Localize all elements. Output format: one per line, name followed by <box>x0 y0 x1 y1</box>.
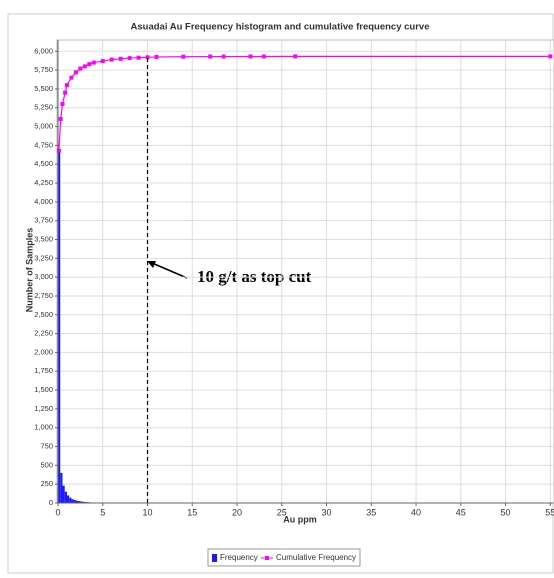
cumulative-point <box>145 55 150 60</box>
x-axis-label: Au ppm <box>283 514 317 524</box>
bar <box>71 499 74 503</box>
x-tick-label: 25 <box>277 507 287 517</box>
y-tick-label: 4,250 <box>34 178 53 187</box>
bar <box>69 497 72 503</box>
cumulative-point <box>56 148 61 153</box>
bar <box>58 150 61 504</box>
bar <box>62 485 65 503</box>
y-tick-label: 5,000 <box>34 122 53 131</box>
cumulative-point <box>293 54 298 59</box>
annotation: 10 g/t as top cut <box>197 267 312 286</box>
y-tick-label: 5,750 <box>34 65 53 74</box>
cumulative-point <box>69 75 74 80</box>
y-tick-label: 2,000 <box>34 347 53 356</box>
cumulative-point <box>73 70 78 75</box>
x-tick-label: 0 <box>55 507 60 517</box>
y-tick-label: 500 <box>40 460 53 469</box>
y-tick-label: 3,500 <box>34 234 53 243</box>
cumulative-point <box>181 54 186 59</box>
cumulative-point <box>154 54 159 59</box>
y-tick-label: 5,250 <box>34 103 53 112</box>
y-tick-label: 4,500 <box>34 159 53 168</box>
x-tick-label: 30 <box>322 507 332 517</box>
y-axis-label: Number of Samples <box>24 228 34 313</box>
x-tick-label: 50 <box>501 507 511 517</box>
cumulative-point <box>248 54 253 59</box>
arrow <box>151 262 188 279</box>
cumulative-point <box>60 101 65 106</box>
plot-area <box>56 39 554 504</box>
cumulative-point <box>118 56 123 61</box>
x-tick-label: 35 <box>366 507 376 517</box>
y-tick-label: 3,250 <box>34 253 53 262</box>
y-tick-label: 750 <box>40 442 53 451</box>
x-tick-label: 40 <box>411 507 421 517</box>
y-tick-label: 4,750 <box>34 140 53 149</box>
cumulative-point <box>82 64 87 69</box>
cumulative-point <box>64 83 69 88</box>
y-tick-label: 2,250 <box>34 329 53 338</box>
y-tick-label: 1,250 <box>34 404 53 413</box>
y-tick-label: 250 <box>40 479 53 488</box>
y-tick-label: 2,750 <box>34 291 53 300</box>
x-tick-label: 5 <box>100 507 105 517</box>
x-tick-label: 10 <box>143 507 153 517</box>
y-tick-label: 4,000 <box>34 197 53 206</box>
y-tick-label: 3,750 <box>34 216 53 225</box>
y-tick-label: 1,000 <box>34 423 53 432</box>
bar <box>80 501 83 503</box>
y-tick-label: 1,500 <box>34 385 53 394</box>
x-tick-label: 55 <box>545 507 554 517</box>
y-tick-label: 2,500 <box>34 310 53 319</box>
x-tick-label: 45 <box>456 507 466 517</box>
x-tick-label: 15 <box>187 507 197 517</box>
y-tick-label: 6,000 <box>34 46 53 55</box>
legend-label: Cumulative Frequency <box>276 553 356 562</box>
x-tick-label: 20 <box>232 507 242 517</box>
cumulative-point <box>136 55 141 60</box>
cumulative-point <box>109 57 114 62</box>
legend-label: Frequency <box>220 553 258 562</box>
cumulative-point <box>221 54 226 59</box>
cumulative-point <box>91 60 96 65</box>
legend-swatch <box>212 554 217 562</box>
cumulative-point <box>87 62 92 67</box>
cumulative-point <box>548 54 553 59</box>
chart-title: Asuadai Au Frequency histogram and cumul… <box>131 22 430 33</box>
y-tick-label: 0 <box>49 498 53 507</box>
legend-marker <box>265 556 269 560</box>
bar <box>78 501 81 503</box>
bar <box>73 499 76 503</box>
cumulative-point <box>208 54 213 59</box>
cumulative-point <box>127 56 132 61</box>
y-tick-label: 5,500 <box>34 84 53 93</box>
arrow-head <box>147 261 156 268</box>
cumulative-point <box>100 59 105 64</box>
bar <box>82 501 85 503</box>
cumulative-point <box>261 54 266 59</box>
bar <box>60 472 63 503</box>
y-tick-label: 1,750 <box>34 366 53 375</box>
cumulative-point <box>58 117 63 122</box>
bar <box>66 495 70 503</box>
legend <box>207 548 361 567</box>
cumulative-point <box>63 90 68 95</box>
bar <box>75 500 79 503</box>
bar <box>64 491 67 503</box>
y-tick-label: 3,000 <box>34 272 53 281</box>
cumulative-point <box>78 66 83 71</box>
